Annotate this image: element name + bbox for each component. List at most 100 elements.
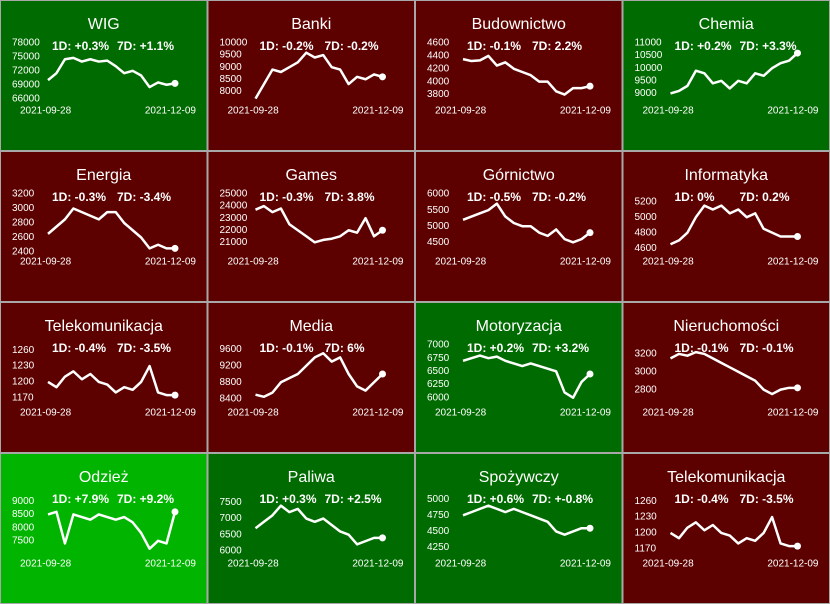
change-annotation: 7D: +3.3%	[740, 39, 797, 53]
x-tick-label: 2021-09-28	[643, 559, 695, 570]
x-tick-label: 2021-09-28	[643, 257, 695, 268]
change-annotation: 1D: +0.2%	[467, 341, 524, 355]
last-point	[586, 370, 594, 378]
last-point	[171, 391, 179, 399]
price-line	[669, 515, 798, 548]
change-annotation: 1D: -0.4%	[52, 341, 106, 355]
x-tick-label: 2021-09-28	[643, 408, 695, 419]
y-tick-label: 69000	[12, 79, 40, 90]
last-point	[586, 524, 594, 532]
last-point	[379, 534, 386, 542]
x-tick-label: 2021-09-28	[20, 559, 72, 570]
chart-cell: Spożywczy 1D: +0.6% 7D: +-0.8% 4250 4500 4750…	[415, 453, 623, 604]
chart-title: Motoryzacja	[476, 318, 562, 335]
price-line	[462, 354, 591, 399]
price-line	[47, 364, 175, 397]
change-annotation: 7D: -3.5%	[740, 492, 794, 506]
y-tick-label: 2600	[12, 232, 35, 243]
chart-cell: WIG 1D: +0.3% 7D: +1.1% 66000 69000 72000 7500…	[0, 0, 208, 151]
y-tick-label: 6000	[427, 189, 450, 200]
y-tick-label: 9500	[635, 75, 658, 86]
last-point	[586, 82, 594, 90]
x-tick-label: 2021-12-09	[767, 257, 819, 268]
change-annotation: 1D: +7.9%	[52, 492, 109, 506]
chart-title: Górnictwo	[483, 167, 555, 184]
chart-title: Spożywczy	[479, 469, 559, 486]
change-annotation: 1D: -0.1%	[260, 341, 314, 355]
change-annotation: 1D: -0.4%	[675, 492, 729, 506]
chart-cell: Energia 1D: -0.3% 7D: -3.4% 2400 2600 2800 300…	[0, 151, 208, 302]
y-tick-label: 25000	[220, 189, 248, 200]
last-point	[171, 244, 179, 252]
x-tick-label: 2021-12-09	[352, 257, 404, 268]
cell-background	[207, 151, 415, 302]
change-annotation: 7D: 6%	[325, 341, 365, 355]
y-tick-label: 1260	[635, 496, 658, 507]
chart-cell: Motoryzacja 1D: +0.2% 7D: +3.2% 6000 6250 650…	[415, 302, 623, 453]
cell-background	[0, 151, 208, 302]
y-tick-label: 1170	[12, 392, 34, 403]
price-line	[47, 56, 176, 89]
last-point	[379, 226, 386, 234]
y-tick-label: 7000	[220, 513, 243, 524]
y-tick-label: 8500	[12, 509, 35, 520]
y-tick-label: 6500	[427, 366, 450, 377]
change-annotation: 1D: 0%	[675, 190, 715, 204]
y-tick-label: 9000	[12, 496, 35, 507]
y-tick-label: 6500	[220, 529, 243, 540]
chart-title: Banki	[291, 16, 331, 33]
x-tick-label: 2021-09-28	[20, 408, 72, 419]
y-tick-label: 5000	[427, 221, 450, 232]
change-annotation: 7D: 3.8%	[325, 190, 375, 204]
price-line	[669, 204, 798, 246]
x-tick-label: 2021-09-28	[228, 257, 280, 268]
x-tick-label: 2021-12-09	[352, 559, 404, 570]
y-tick-label: 9500	[220, 50, 243, 61]
y-tick-label: 1200	[12, 377, 35, 388]
change-annotation: 1D: +0.6%	[467, 492, 524, 506]
y-tick-label: 3000	[635, 366, 658, 377]
y-tick-label: 8800	[220, 377, 243, 388]
y-tick-label: 24000	[220, 201, 248, 212]
y-tick-label: 66000	[12, 93, 40, 104]
chart-cell: Nieruchomości 1D: -0.1% 7D: -0.1% 2800 3000 3…	[622, 302, 830, 453]
change-annotation: 7D: +1.1%	[117, 39, 174, 53]
price-line	[254, 504, 383, 546]
y-tick-label: 10000	[635, 63, 663, 74]
last-point	[586, 229, 594, 237]
x-tick-label: 2021-12-09	[145, 559, 197, 570]
y-tick-label: 2400	[12, 247, 35, 258]
x-tick-label: 2021-09-28	[643, 106, 695, 117]
y-tick-label: 3000	[12, 203, 35, 214]
last-point	[171, 508, 179, 516]
price-line	[462, 202, 591, 244]
cell-background	[622, 151, 830, 302]
price-line	[462, 504, 590, 536]
y-tick-label: 6750	[427, 353, 450, 364]
price-line	[47, 510, 177, 550]
change-annotation: 1D: -0.1%	[467, 39, 521, 53]
x-tick-label: 2021-12-09	[767, 559, 819, 570]
y-tick-label: 78000	[12, 38, 40, 49]
y-tick-label: 3800	[427, 89, 450, 100]
y-tick-label: 3200	[635, 349, 658, 360]
price-line	[669, 350, 798, 396]
y-tick-label: 9600	[220, 344, 243, 355]
chart-title: Nieruchomości	[673, 318, 779, 335]
chart-cell: Budownictwo 1D: -0.1% 7D: 2.2% 3800 4000 4200…	[415, 0, 623, 151]
x-tick-label: 2021-09-28	[228, 559, 280, 570]
x-tick-label: 2021-12-09	[145, 106, 197, 117]
change-annotation: 7D: -0.2%	[532, 190, 586, 204]
y-tick-label: 5000	[427, 494, 450, 505]
last-point	[794, 233, 801, 241]
chart-title: Chemia	[699, 16, 754, 33]
y-tick-label: 1260	[12, 345, 35, 356]
chart-title: Odzież	[79, 469, 129, 486]
change-annotation: 1D: -0.5%	[467, 190, 521, 204]
y-tick-label: 2800	[635, 384, 658, 395]
price-line	[462, 54, 591, 96]
chart-title: Games	[285, 167, 337, 184]
change-annotation: 7D: +-0.8%	[532, 492, 593, 506]
